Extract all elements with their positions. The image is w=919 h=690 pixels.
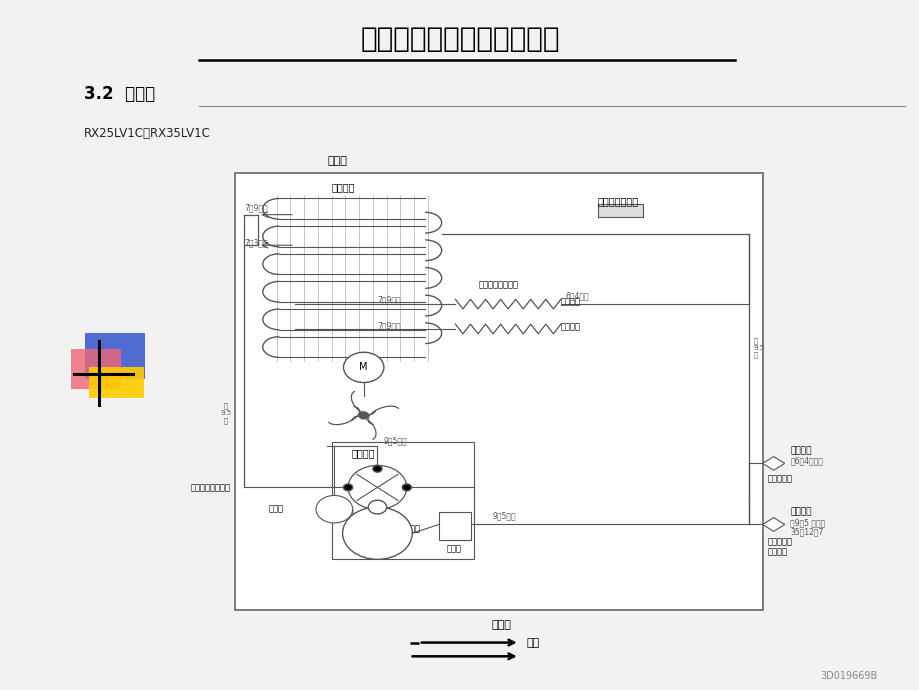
Text: 管
9.5
銅: 管 9.5 銅	[753, 337, 764, 358]
Text: 家用机配管系统图（室外）: 家用机配管系统图（室外）	[360, 26, 559, 53]
Text: 消声器: 消声器	[268, 504, 284, 514]
Text: 室外机: 室外机	[326, 156, 346, 166]
Text: 制冷: 制冷	[527, 638, 539, 648]
Bar	[71, 348, 120, 389]
Text: 轴流风扇: 轴流风扇	[352, 448, 375, 458]
Text: 现场配管: 现场配管	[789, 508, 811, 517]
Text: 7．9銅管: 7．9銅管	[377, 295, 401, 304]
Text: （6．4銅管）: （6．4銅管）	[789, 456, 823, 465]
Circle shape	[402, 484, 411, 491]
Bar	[85, 333, 145, 379]
Text: 集滤器: 集滤器	[447, 544, 461, 553]
Text: 止回電磁閥: 止回電磁閥	[395, 524, 420, 533]
Text: 毛细管２: 毛细管２	[561, 322, 580, 331]
Text: 现场配管: 现场配管	[789, 446, 811, 455]
Text: 7．3銅管: 7．3銅管	[244, 239, 267, 248]
Circle shape	[372, 465, 381, 472]
Circle shape	[358, 412, 368, 419]
Text: 压缩机: 压缩机	[369, 525, 384, 534]
Circle shape	[343, 353, 383, 382]
Text: 7．9銅管: 7．9銅管	[244, 204, 267, 213]
Polygon shape	[762, 457, 784, 471]
Circle shape	[343, 484, 352, 491]
Bar	[331, 442, 473, 560]
Text: 冷媒流: 冷媒流	[491, 620, 511, 630]
Text: 热交换器热敏电阻: 热交换器热敏电阻	[478, 280, 517, 289]
Bar	[438, 512, 471, 540]
Text: 室外温度传感器: 室外温度传感器	[597, 197, 638, 206]
Bar	[235, 173, 762, 609]
Bar	[89, 367, 144, 398]
Bar	[597, 204, 642, 217]
Circle shape	[342, 507, 412, 560]
Text: 6．4銅管: 6．4銅管	[565, 291, 588, 300]
Text: 气管截止阀: 气管截止阀	[766, 538, 791, 547]
Text: （9．5 銅管）: （9．5 銅管）	[789, 518, 824, 527]
Text: M: M	[359, 362, 368, 373]
Text: 热交换器: 热交换器	[331, 181, 355, 192]
Text: 毛细管１: 毛细管１	[561, 297, 580, 306]
Circle shape	[347, 465, 406, 509]
Text: 9．5銅管: 9．5銅管	[492, 512, 516, 521]
Text: 3.2  室外机: 3.2 室外机	[84, 85, 155, 104]
Text: 7．9銅管: 7．9銅管	[377, 322, 401, 331]
Circle shape	[315, 495, 352, 523]
Text: 35：12．7: 35：12．7	[789, 528, 823, 537]
Polygon shape	[762, 518, 784, 531]
Circle shape	[372, 502, 381, 509]
Text: 带维修口: 带维修口	[766, 547, 787, 556]
Text: 四通阀（制冷时）: 四通阀（制冷时）	[190, 483, 231, 492]
Text: 3D019669B: 3D019669B	[819, 671, 877, 681]
Text: 管
9.5
銅: 管 9.5 銅	[221, 402, 232, 424]
Circle shape	[368, 500, 386, 514]
Text: RX25LV1C，RX35LV1C: RX25LV1C，RX35LV1C	[84, 127, 210, 140]
Text: 液管截止阀: 液管截止阀	[766, 474, 791, 483]
Text: 9．5銅管: 9．5銅管	[383, 436, 407, 445]
